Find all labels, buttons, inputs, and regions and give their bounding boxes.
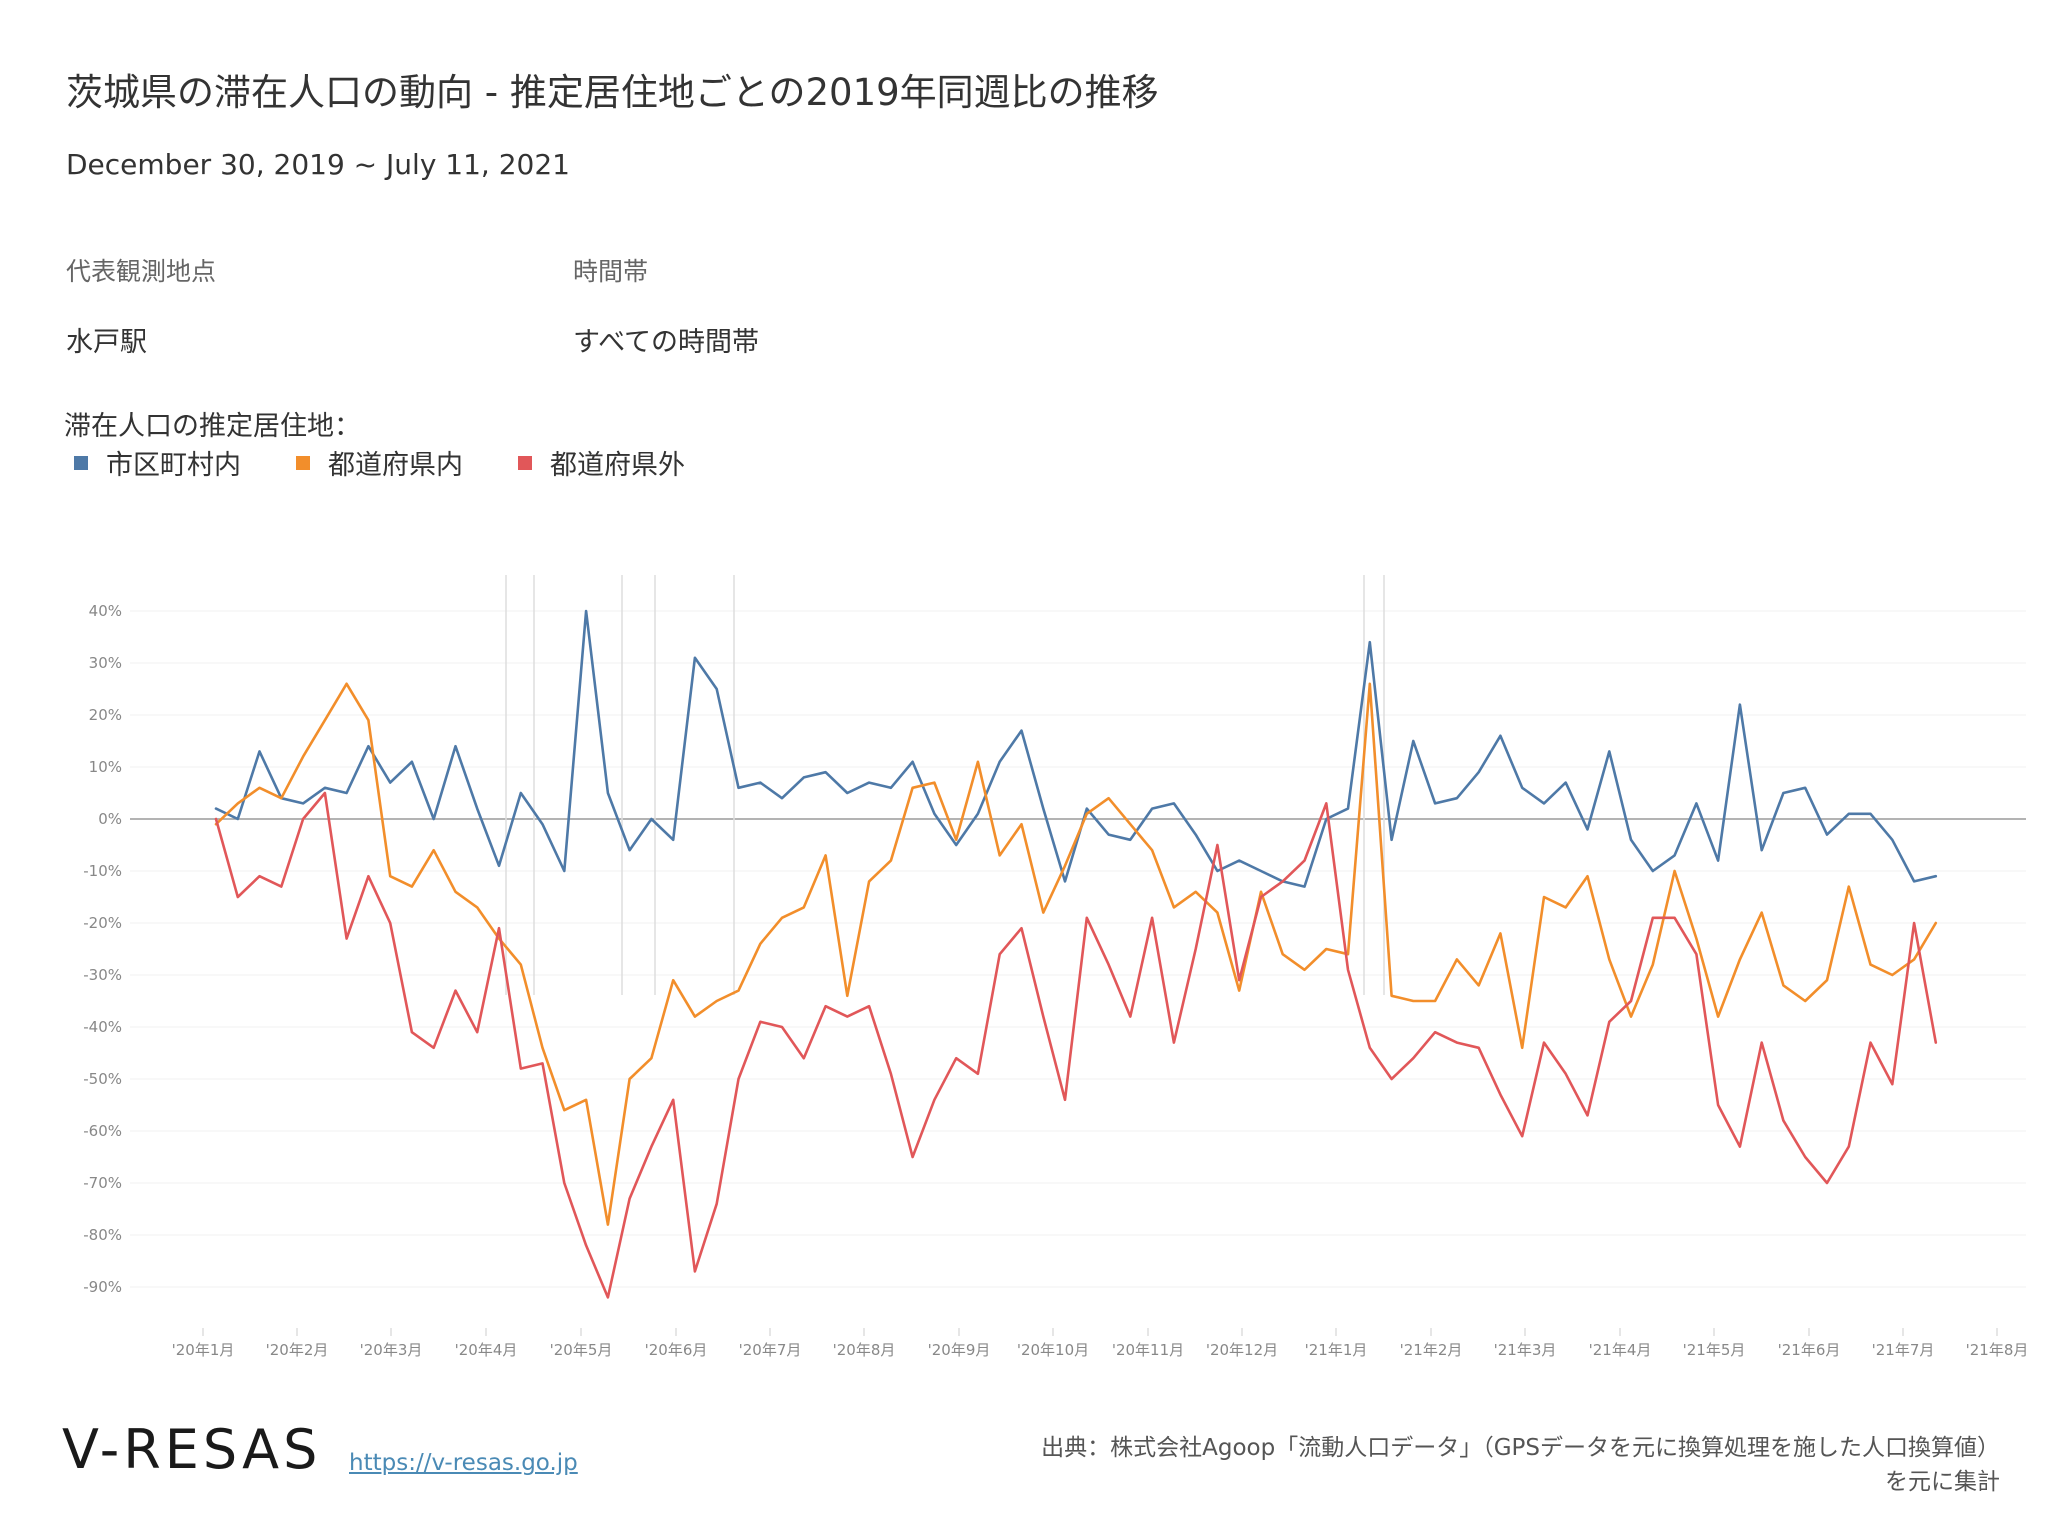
x-tick-label: '20年6月 [645, 1341, 708, 1359]
x-tick-label: '21年7月 [1872, 1341, 1935, 1359]
legend-label-prefecture: 都道府県内 [328, 450, 463, 481]
x-tick-label: '20年1月 [172, 1341, 235, 1359]
y-tick-label: -10% [83, 862, 122, 880]
filter-label-station: 代表観測地点 [66, 257, 217, 286]
source-line-2: を元に集計 [1885, 1469, 2000, 1495]
y-tick-label: 30% [89, 654, 122, 672]
y-tick-label: -50% [83, 1070, 122, 1088]
x-tick-label: '21年5月 [1683, 1341, 1746, 1359]
legend-swatch-city [74, 455, 88, 470]
x-tick-label: '20年10月 [1017, 1341, 1089, 1359]
x-tick-label: '21年1月 [1305, 1341, 1368, 1359]
x-tick-label: '20年5月 [550, 1341, 613, 1359]
y-tick-label: -90% [83, 1278, 122, 1296]
page-title: 茨城県の滞在人口の動向 - 推定居住地ごとの2019年同週比の推移 [66, 71, 1159, 114]
legend-title: 滞在人口の推定居住地： [64, 411, 361, 442]
legend-swatch-prefecture [296, 455, 310, 470]
line-chart[interactable]: 40% 30% 20% 10% 0% -10% -20% -30% -40% -50% -60% -7… [0, 540, 2048, 1370]
x-tick-label: '21年6月 [1778, 1341, 1841, 1359]
event-lines [505, 575, 1385, 995]
x-tick-label: '20年9月 [928, 1341, 991, 1359]
v-resas-logo: V-RESAS [62, 1418, 322, 1481]
x-tick-label: '20年11月 [1112, 1341, 1184, 1359]
y-tick-label: -60% [83, 1122, 122, 1140]
legend-item-city[interactable]: 市区町村内 [74, 443, 241, 482]
y-tick-label: 20% [89, 706, 122, 724]
legend-item-outside[interactable]: 都道府県外 [518, 443, 685, 482]
y-tick-label: -70% [83, 1174, 122, 1192]
x-tick-label: '20年3月 [360, 1341, 423, 1359]
y-tick-label: 10% [89, 758, 122, 776]
series-line-3[interactable] [214, 791, 1938, 1299]
legend-swatch-outside [518, 455, 532, 470]
date-range: December 30, 2019 ~ July 11, 2021 [66, 148, 570, 181]
x-tick-label: '20年2月 [266, 1341, 329, 1359]
x-tick-label: '21年8月 [1966, 1341, 2029, 1359]
x-tick-label: '21年4月 [1589, 1341, 1652, 1359]
y-tick-label: 0% [98, 810, 122, 828]
series-layer[interactable] [214, 609, 1938, 1299]
filter-value-station[interactable]: 水戸駅 [66, 327, 147, 358]
x-tick-label: '20年4月 [455, 1341, 518, 1359]
y-tick-label: -80% [83, 1226, 122, 1244]
series-line-2[interactable] [214, 682, 1938, 1226]
filter-value-time[interactable]: すべての時間帯 [573, 327, 760, 358]
filter-label-time: 時間帯 [573, 257, 649, 286]
v-resas-link[interactable]: https://v-resas.go.jp [349, 1450, 578, 1476]
x-axis: '20年1月 '20年2月 '20年3月 '20年4月 '20年5月 '20年6月 '20年… [172, 1328, 2029, 1359]
legend-item-prefecture[interactable]: 都道府県内 [296, 443, 463, 482]
legend-label-city: 市区町村内 [106, 450, 241, 481]
y-tick-label: -20% [83, 914, 122, 932]
x-tick-label: '21年2月 [1400, 1341, 1463, 1359]
y-tick-label: -40% [83, 1018, 122, 1036]
y-tick-label: 40% [89, 602, 122, 620]
y-axis: 40% 30% 20% 10% 0% -10% -20% -30% -40% -50% -60% -7… [83, 602, 122, 1296]
source-line-1: 出典：株式会社Agoop「流動人口データ」（GPSデータを元に換算処理を施した人… [1041, 1435, 2000, 1461]
legend-label-outside: 都道府県外 [550, 450, 685, 481]
x-tick-label: '20年12月 [1206, 1341, 1278, 1359]
x-tick-label: '20年8月 [833, 1341, 896, 1359]
x-tick-label: '21年3月 [1494, 1341, 1557, 1359]
x-tick-label: '20年7月 [739, 1341, 802, 1359]
y-tick-label: -30% [83, 966, 122, 984]
series-line-1[interactable] [214, 609, 1938, 888]
